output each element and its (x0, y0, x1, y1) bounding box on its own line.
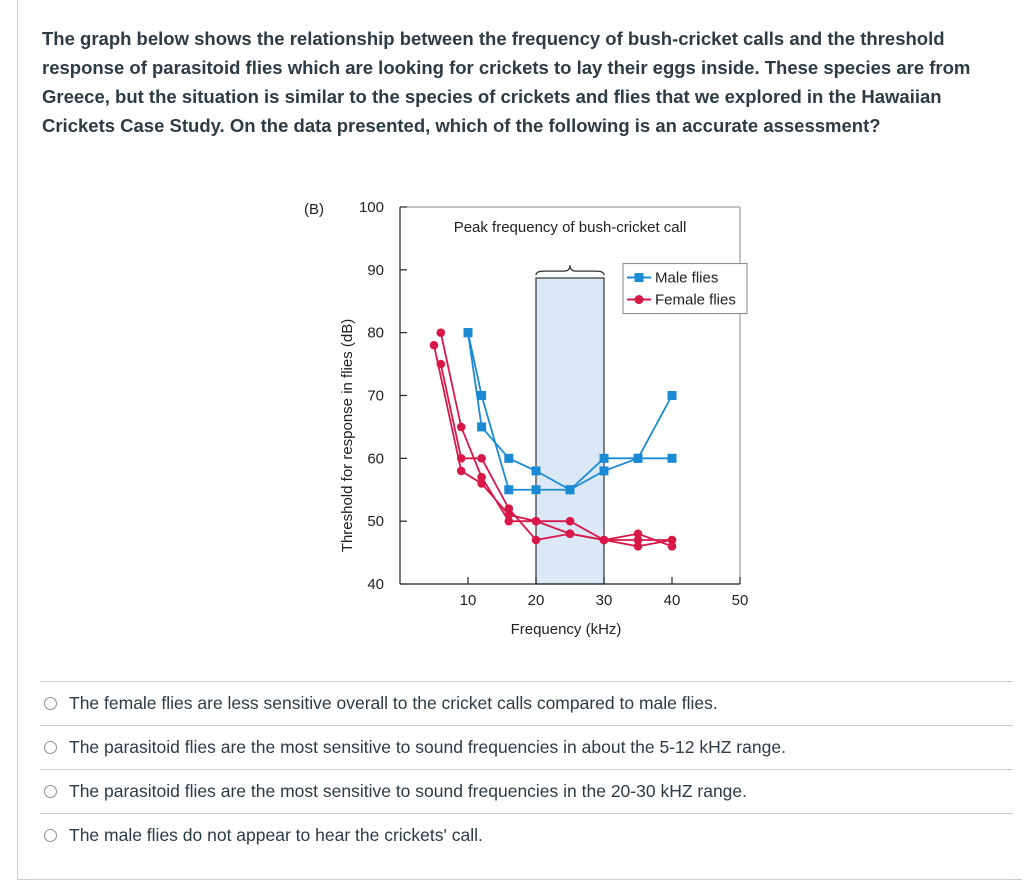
female-data-point (633, 535, 643, 545)
y-tick-label: 80 (367, 325, 384, 342)
legend-male-label: Male flies (655, 270, 718, 287)
female-data-point (667, 542, 677, 551)
x-tick-label: 30 (596, 592, 613, 609)
x-tick-label: 50 (732, 592, 749, 609)
male-series-line (467, 332, 672, 491)
y-axis-label: Threshold for response in flies (dB) (339, 319, 356, 552)
female-data-point (531, 516, 541, 526)
legend-female-label: Female flies (655, 292, 736, 309)
y-tick-label: 100 (359, 199, 384, 216)
male-data-point (667, 453, 677, 463)
answer-label: The parasitoid flies are the most sensit… (69, 781, 748, 801)
female-data-point (477, 472, 486, 482)
female-data-point (504, 504, 514, 513)
female-data-point (565, 529, 575, 539)
female-data-point (456, 422, 466, 432)
chart-legend: Male flies Female flies (622, 263, 748, 315)
female-data-point (456, 466, 466, 476)
female-data-point (531, 535, 541, 545)
legend-box (622, 263, 748, 315)
radio-button[interactable] (44, 785, 57, 798)
peak-frequency-brace (535, 265, 605, 276)
radio-button[interactable] (44, 697, 57, 710)
female-data-point (436, 328, 446, 337)
radio-button[interactable] (44, 829, 57, 842)
male-data-point (531, 485, 541, 495)
male-data-point (477, 422, 487, 432)
legend-female-marker (634, 295, 644, 305)
female-data-point (633, 529, 643, 539)
answer-label: The male flies do not appear to hear the… (69, 825, 483, 845)
y-tick-label: 70 (367, 388, 384, 405)
answer-label: The female flies are less sensitive over… (69, 693, 718, 713)
female-data-point (599, 535, 609, 545)
male-data-point (504, 485, 514, 495)
answer-option-3[interactable]: The parasitoid flies are the most sensit… (40, 769, 1013, 813)
male-data-point (667, 391, 677, 400)
answer-option-2[interactable]: The parasitoid flies are the most sensit… (40, 725, 1013, 769)
answer-option-1[interactable]: The female flies are less sensitive over… (40, 681, 1013, 725)
female-data-point (477, 479, 486, 488)
peak-frequency-annotation: Peak frequency of bush-cricket call (454, 219, 687, 236)
radio-button[interactable] (44, 741, 57, 754)
x-tick-label: 20 (528, 592, 545, 609)
x-tick-label: 40 (664, 592, 681, 609)
y-tick-label: 40 (367, 576, 384, 593)
answer-option-4[interactable]: The male flies do not appear to hear the… (40, 813, 1013, 857)
male-data-point (599, 453, 609, 463)
male-data-point (504, 453, 514, 463)
female-data-point (667, 535, 677, 545)
chart-axes: 40 50 60 70 80 90 100 10 20 30 40 50 (359, 199, 748, 609)
question-frame (17, 0, 1022, 880)
answer-label: The parasitoid flies are the most sensit… (69, 737, 786, 757)
panel-label: (B) (304, 201, 324, 218)
threshold-chart: (B) Peak frequency of bush-cricket call … (304, 199, 748, 638)
question-text: The graph below shows the relationship b… (42, 28, 971, 136)
male-data-point (633, 453, 643, 463)
answer-list: The female flies are less sensitive over… (40, 681, 1013, 857)
x-axis-label: Frequency (kHz) (511, 621, 622, 638)
y-tick-label: 60 (367, 450, 384, 467)
male-data-point (463, 328, 473, 338)
male-data-point (565, 485, 575, 495)
female-data-point (477, 454, 486, 463)
male-data-point (531, 466, 541, 476)
female-data-point (504, 516, 514, 526)
legend-male-marker (634, 273, 644, 283)
chart-series (429, 328, 677, 551)
female-data-point (504, 510, 514, 520)
y-tick-label: 50 (367, 513, 384, 530)
female-data-point (429, 340, 439, 350)
male-series-line (467, 332, 673, 491)
male-data-point (599, 466, 609, 476)
x-tick-label: 10 (460, 592, 477, 609)
y-tick-label: 90 (367, 262, 384, 279)
female-data-point (633, 542, 643, 551)
female-data-point (565, 516, 575, 526)
male-data-point (477, 391, 487, 400)
